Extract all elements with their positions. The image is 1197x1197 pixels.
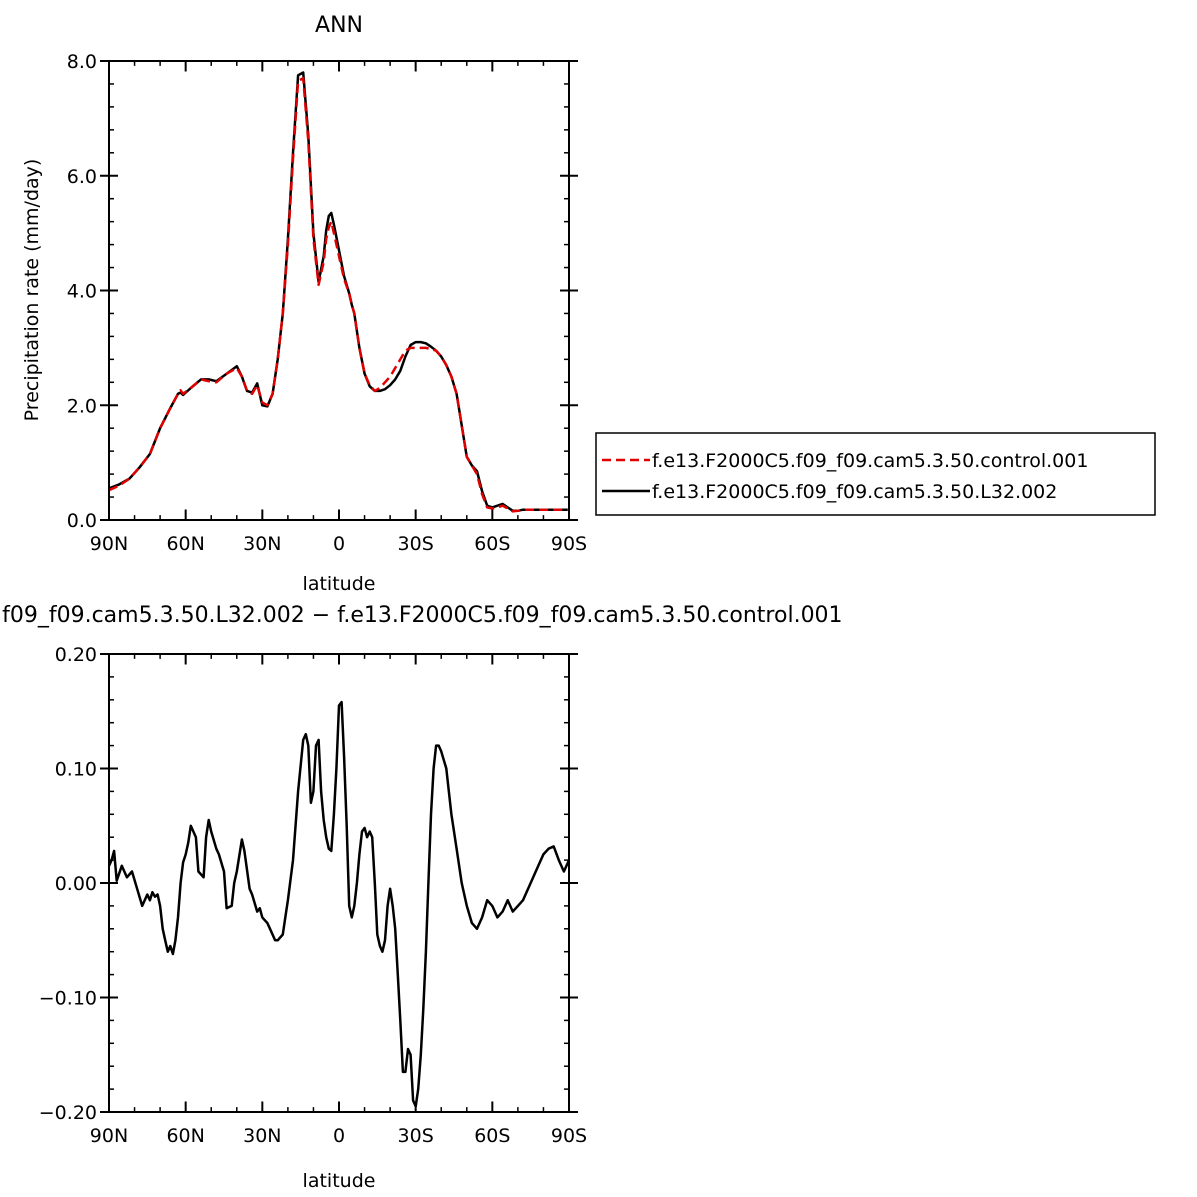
top-series-l32: [108, 71, 569, 513]
top-x-tick-label: 60N: [166, 533, 204, 555]
bottom-x-tick-label: 30N: [243, 1125, 281, 1147]
legend-box: [595, 432, 1156, 516]
top-y-axis-label: Precipitation rate (mm/day): [21, 159, 43, 422]
top-x-tick-label: 30S: [398, 533, 434, 555]
bottom-ticks: 90N 60N 30N 0 30S 60S 90S 0.20 0.10 0.00 −0.10 −0.2…: [39, 644, 587, 1147]
top-x-tick-label: 90S: [551, 533, 587, 555]
top-plot-frame: [108, 60, 570, 521]
bottom-y-tick-label: −0.10: [39, 988, 97, 1010]
legend-label-control: f.e13.F2000C5.f09_f09.cam5.3.50.control.…: [652, 450, 1088, 472]
bottom-x-tick-label: 60N: [166, 1125, 204, 1147]
bottom-x-tick-label: 90S: [551, 1125, 587, 1147]
bottom-x-tick-label: 90N: [90, 1125, 128, 1147]
top-x-tick-label: 0: [333, 533, 345, 555]
top-y-tick-label: 2.0: [67, 395, 97, 417]
bottom-chart-title: f.e13.F2000C5.f09_f09.cam5.3.50.L32.002 …: [0, 603, 843, 628]
top-chart-title: ANN: [315, 13, 363, 38]
bottom-panel: f.e13.F2000C5.f09_f09.cam5.3.50.L32.002 …: [0, 603, 843, 1192]
bottom-x-tick-label: 30S: [398, 1125, 434, 1147]
top-y-tick-label: 4.0: [67, 281, 97, 303]
top-ticks: 90N 60N 30N 0 30S 60S 90S 0.0 2.0 4.0 6.0 8.0: [67, 51, 587, 555]
bottom-x-axis-label: latitude: [303, 1170, 376, 1192]
legend: f.e13.F2000C5.f09_f09.cam5.3.50.control.…: [595, 432, 1156, 516]
bottom-y-tick-label: 0.10: [55, 759, 97, 781]
top-x-tick-label: 60S: [474, 533, 510, 555]
top-y-tick-label: 8.0: [67, 51, 97, 73]
top-series-control: [108, 76, 569, 513]
top-panel: ANN 90N 60N 30N 0 30S 60S 90S 0.0 2.0 4.0 6.0 8.0 l…: [21, 13, 1156, 595]
top-x-axis-label: latitude: [303, 573, 376, 595]
top-x-tick-label: 30N: [243, 533, 281, 555]
bottom-series-difference: [107, 700, 571, 1108]
top-x-tick-label: 90N: [90, 533, 128, 555]
legend-label-l32: f.e13.F2000C5.f09_f09.cam5.3.50.L32.002: [652, 481, 1057, 503]
bottom-y-tick-label: 0.20: [55, 644, 97, 666]
bottom-x-tick-label: 60S: [474, 1125, 510, 1147]
bottom-y-tick-label: −0.20: [39, 1102, 97, 1124]
bottom-x-tick-label: 0: [333, 1125, 345, 1147]
bottom-series-group: [107, 700, 571, 1108]
top-series-group: [108, 71, 569, 513]
top-y-tick-label: 6.0: [67, 166, 97, 188]
top-y-tick-label: 0.0: [67, 510, 97, 532]
bottom-y-tick-label: 0.00: [55, 873, 97, 895]
